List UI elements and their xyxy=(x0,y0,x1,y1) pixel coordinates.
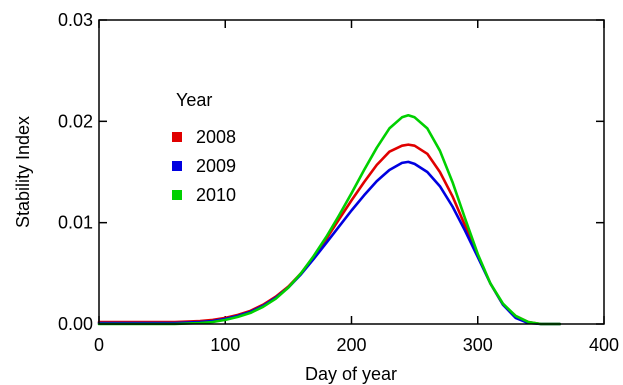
legend-label-2008: 2008 xyxy=(196,127,236,147)
axis-ticks xyxy=(98,19,605,325)
y-tick-label: 0.02 xyxy=(58,111,93,131)
series-line-2010 xyxy=(97,114,562,326)
x-axis-title: Day of year xyxy=(305,364,397,384)
legend-label-2010: 2010 xyxy=(196,185,236,205)
y-tick-labels: 0.00 0.01 0.02 0.03 xyxy=(58,10,93,334)
x-tick-labels: 0 100 200 300 400 xyxy=(94,335,619,355)
x-tick-label: 300 xyxy=(463,335,493,355)
series-layer xyxy=(97,114,562,326)
series-line-2009 xyxy=(97,160,562,326)
y-axis-title: Stability Index xyxy=(13,116,33,228)
legend-label-2009: 2009 xyxy=(196,156,236,176)
x-tick-label: 100 xyxy=(210,335,240,355)
series-line-2008 xyxy=(97,143,562,326)
x-tick-label: 400 xyxy=(589,335,619,355)
legend-marker-2010 xyxy=(172,190,182,200)
plot-frame xyxy=(98,19,605,325)
y-tick-label: 0.03 xyxy=(58,10,93,30)
legend-title: Year xyxy=(176,90,212,110)
legend: Year 2008 2009 2010 xyxy=(172,90,236,205)
legend-marker-2008 xyxy=(172,132,182,142)
x-tick-label: 0 xyxy=(94,335,104,355)
x-tick-label: 200 xyxy=(336,335,366,355)
legend-marker-2009 xyxy=(172,161,182,171)
y-tick-label: 0.01 xyxy=(58,213,93,233)
y-tick-label: 0.00 xyxy=(58,314,93,334)
